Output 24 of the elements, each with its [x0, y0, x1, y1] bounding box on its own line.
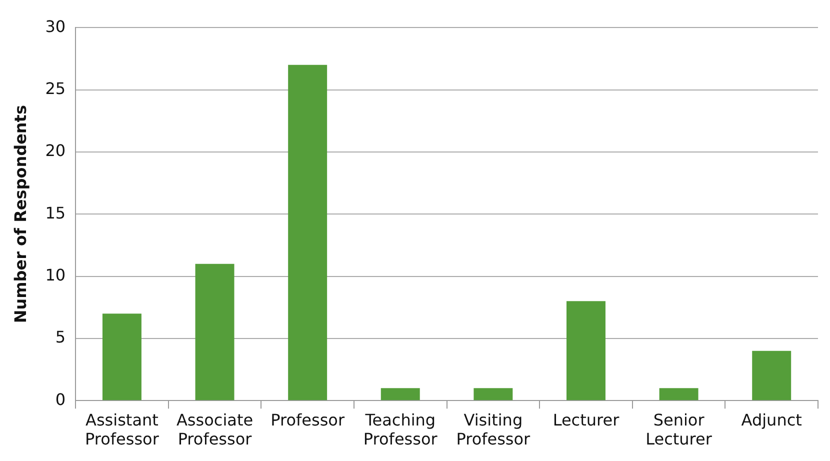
bar: [566, 301, 606, 400]
bar: [659, 388, 698, 400]
x-tick-label: Lecturer: [552, 410, 620, 430]
y-tick-label: 20: [45, 141, 66, 160]
y-tick-label: 30: [45, 16, 66, 36]
x-tick-label: Teaching Professor: [363, 410, 438, 449]
y-tick-label: 0: [55, 390, 66, 409]
x-tick-label: Professor: [270, 410, 345, 430]
y-tick-label: 15: [45, 203, 66, 222]
bar: [195, 264, 234, 400]
y-tick-label: 10: [45, 265, 66, 284]
x-tick-label: Senior Lecturer: [646, 410, 712, 449]
bar: [102, 314, 142, 400]
y-tick-label: 25: [45, 78, 66, 98]
bar: [474, 388, 513, 400]
bar: [288, 64, 328, 400]
x-tick-label: Visiting Professor: [456, 410, 531, 449]
x-tick-label: Adjunct: [741, 410, 802, 430]
bar: [752, 350, 792, 400]
bar: [380, 388, 420, 400]
x-tick-label: Assistant Professor: [85, 410, 160, 449]
y-tick-label: 5: [55, 328, 66, 347]
y-axis-title: Number of Respondents: [10, 105, 30, 324]
x-tick-label: Associate Professor: [176, 410, 254, 449]
